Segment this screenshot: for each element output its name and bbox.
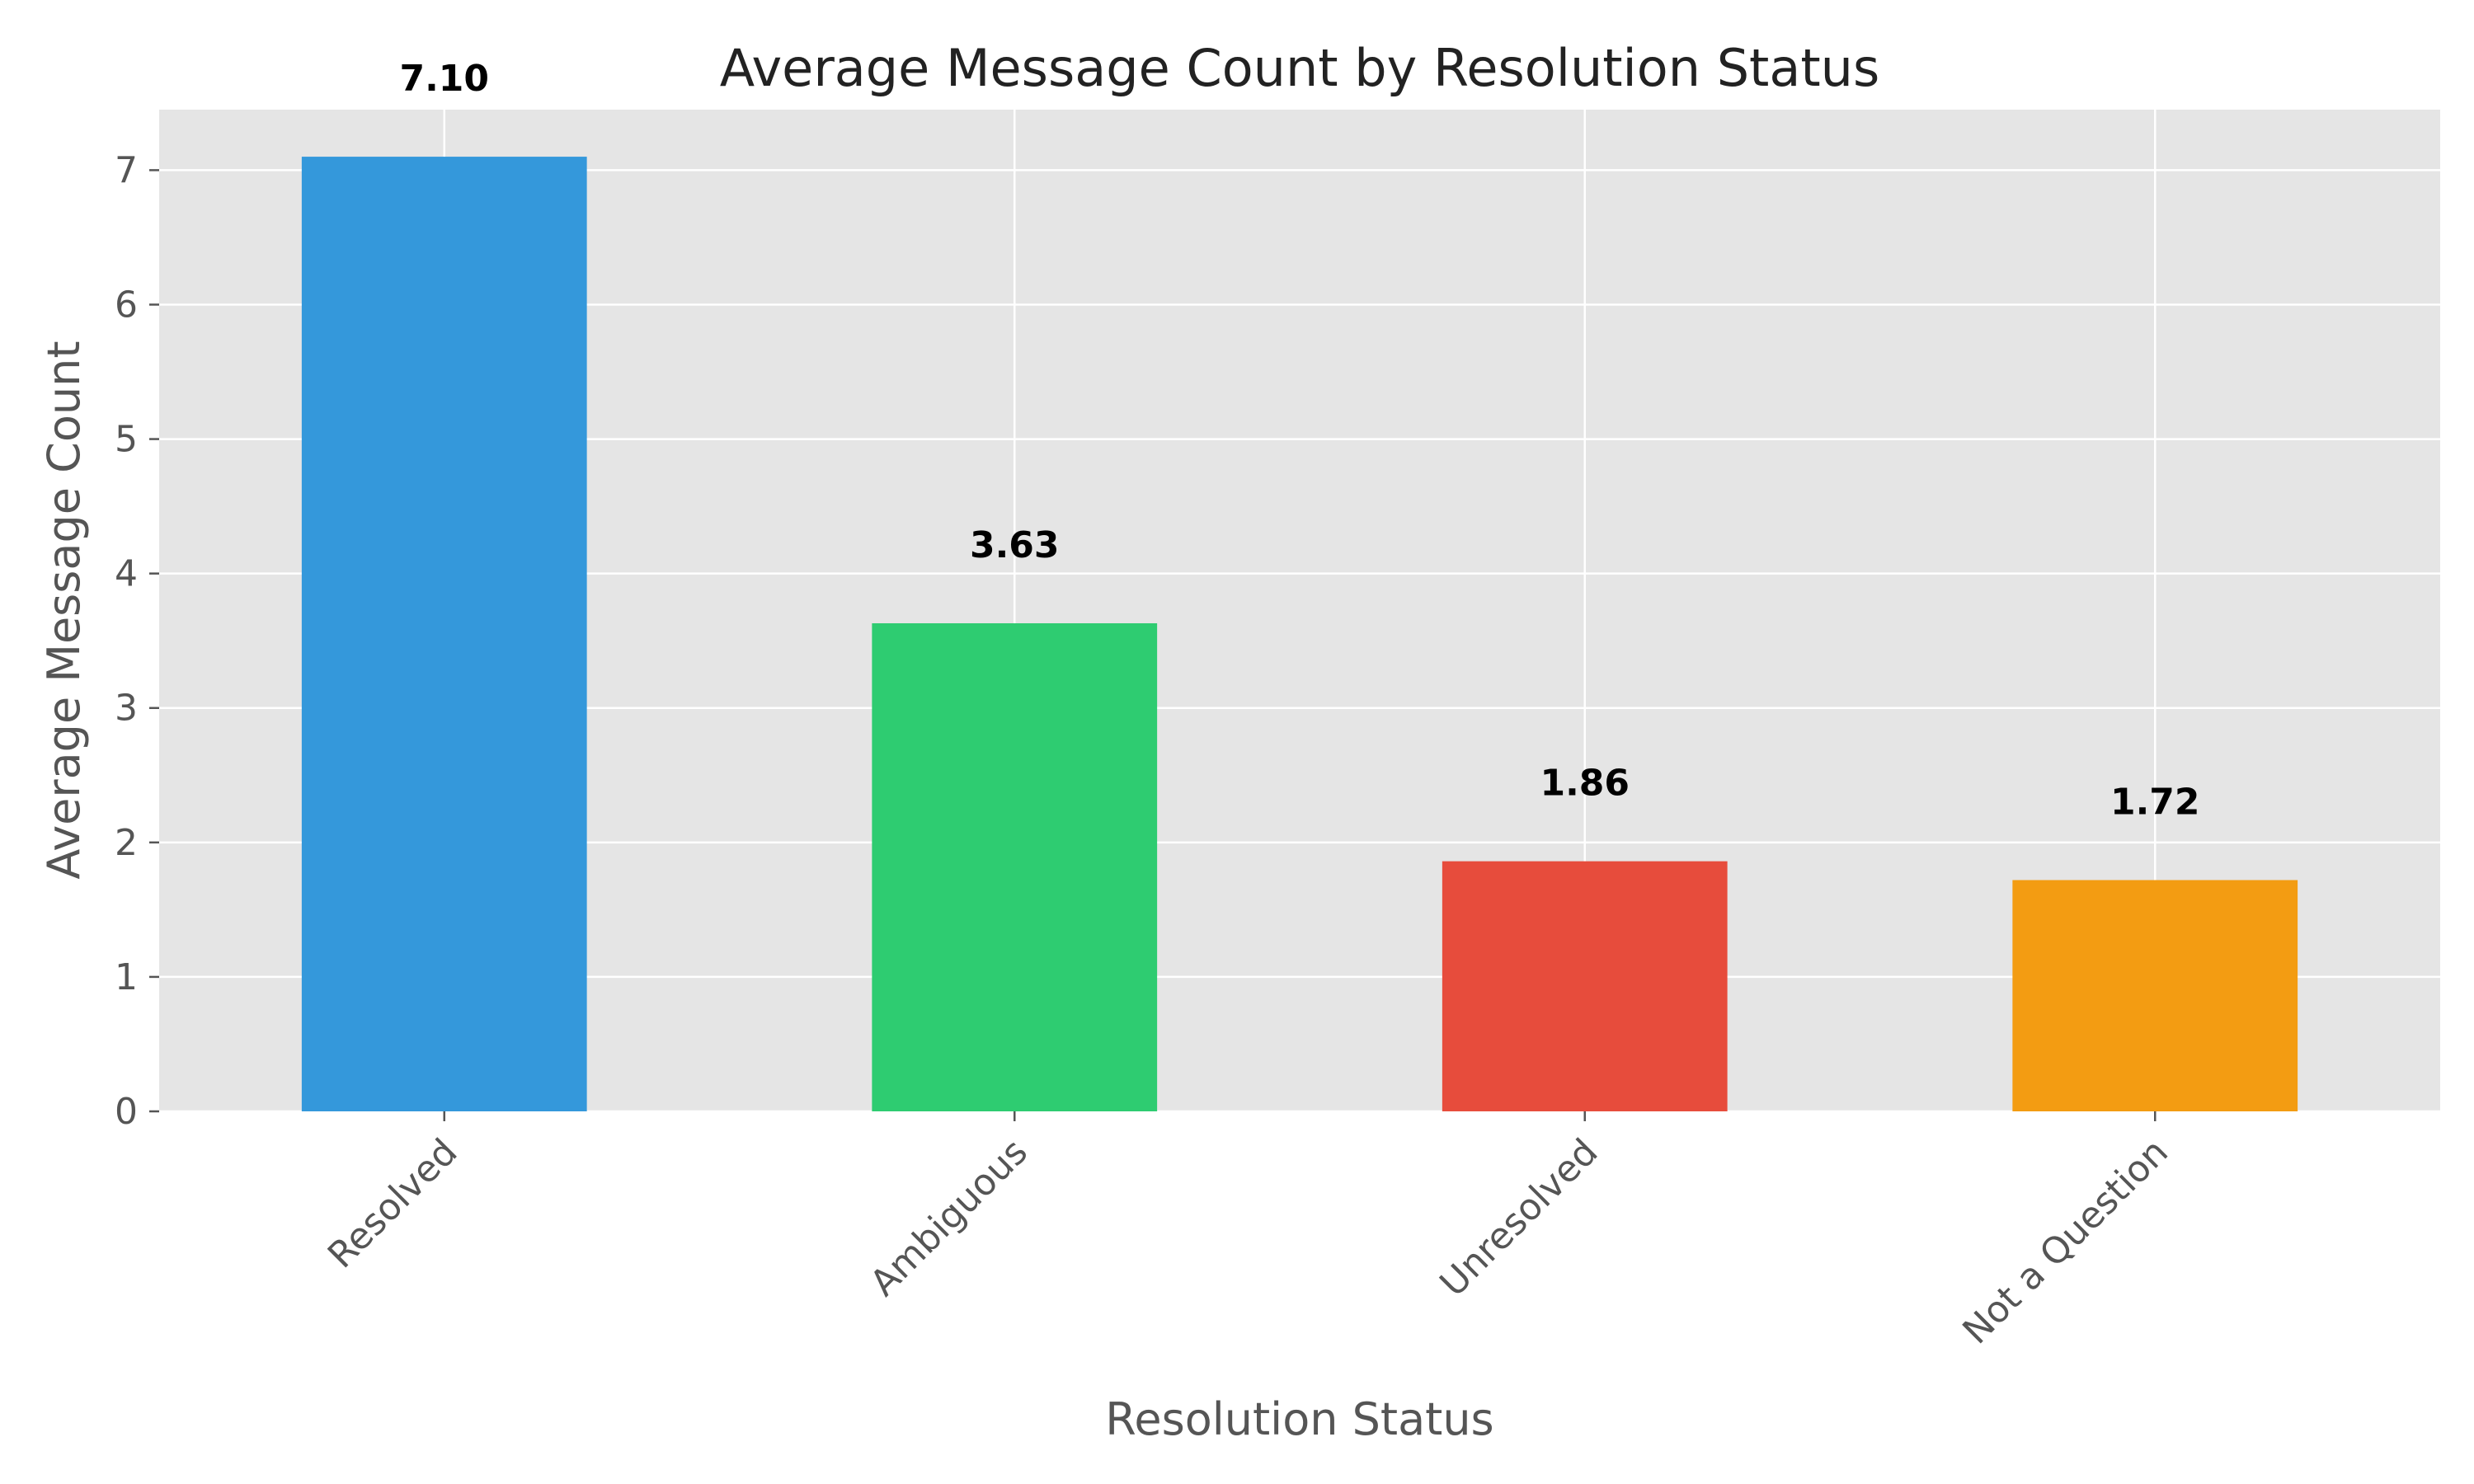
- data-label: 1.86: [1540, 763, 1630, 805]
- data-label: 1.72: [2110, 781, 2200, 823]
- y-tick-label: 6: [115, 284, 138, 326]
- y-tick-label: 5: [115, 419, 138, 461]
- data-label: 3.63: [970, 524, 1060, 566]
- x-tick-label: Resolved: [320, 1131, 466, 1277]
- bar-resolved: [301, 157, 587, 1111]
- y-axis-label: Average Message Count: [38, 340, 90, 879]
- bar-ambiguous: [872, 622, 1158, 1111]
- bars: [301, 157, 2298, 1111]
- bar-not-a-question: [2012, 880, 2298, 1111]
- x-tick-label: Unresolved: [1432, 1131, 1606, 1305]
- y-tick-label: 2: [115, 822, 138, 864]
- y-tick-label: 4: [115, 553, 138, 595]
- data-label: 7.10: [399, 58, 489, 100]
- bar-unresolved: [1442, 861, 1728, 1111]
- y-tick-label: 7: [115, 149, 138, 191]
- x-tick-label: Ambiguous: [863, 1131, 1036, 1304]
- y-tick-label: 3: [115, 688, 138, 730]
- x-tick-label: Not a Question: [1954, 1131, 2176, 1353]
- y-tick-label: 1: [115, 956, 138, 998]
- chart-title: Average Message Count by Resolution Stat…: [720, 38, 1880, 98]
- value-labels: 7.10 3.63 1.86 1.72: [399, 58, 2199, 823]
- x-axis-label: Resolution Status: [1105, 1393, 1493, 1445]
- y-tick-label: 0: [115, 1091, 138, 1133]
